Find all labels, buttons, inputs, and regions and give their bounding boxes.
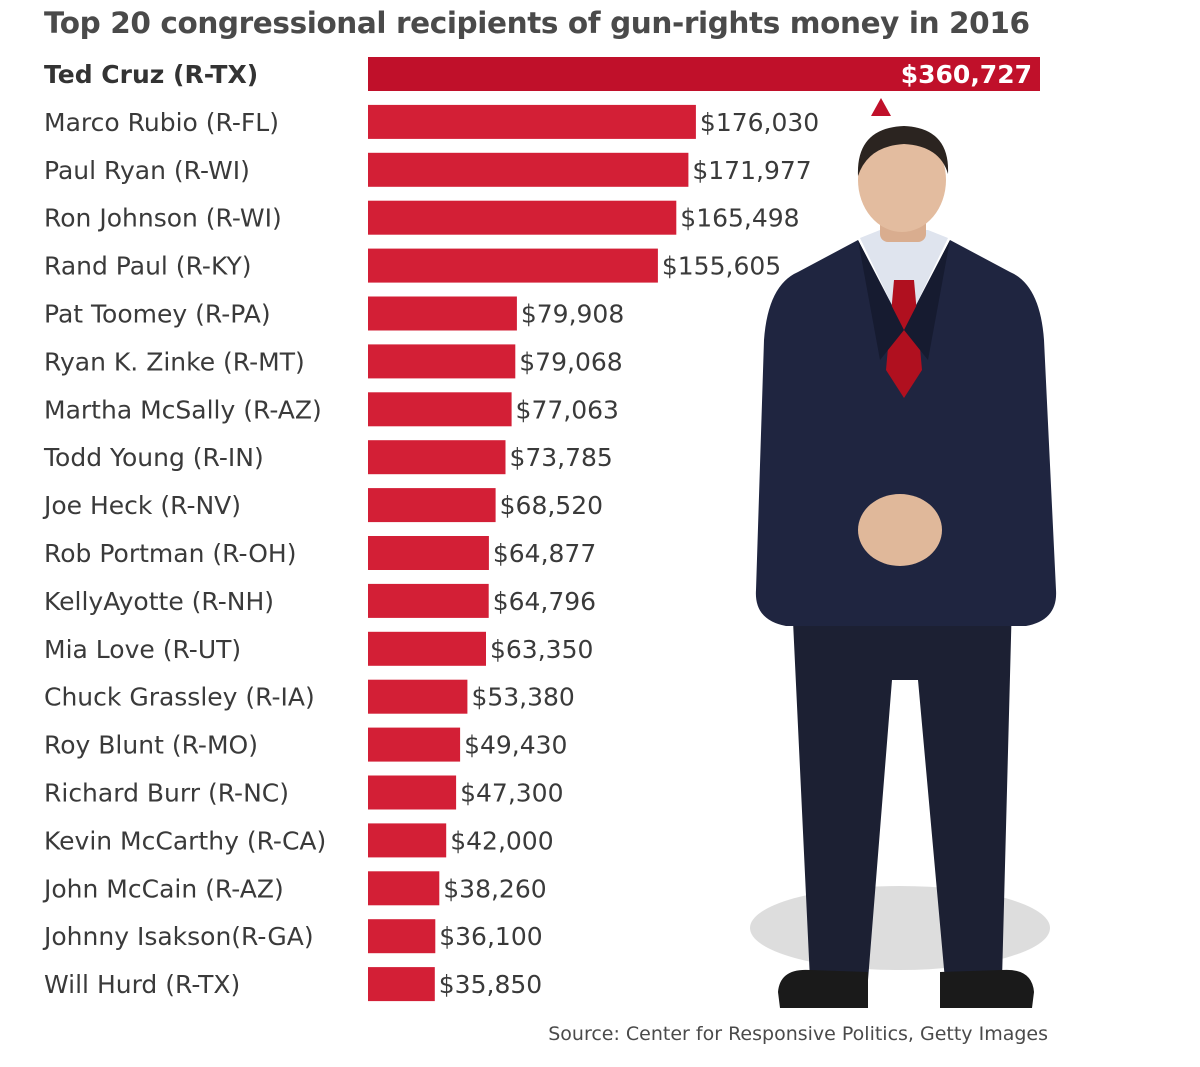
bar: [368, 57, 1040, 91]
category-label: Kevin McCarthy (R-CA): [44, 826, 326, 855]
bar: [368, 919, 436, 954]
source-note: Source: Center for Responsive Politics, …: [548, 1023, 1048, 1045]
photo-legs: [792, 600, 1012, 980]
chart-title: Top 20 congressional recipients of gun-r…: [44, 6, 1030, 40]
category-label: Rob Portman (R-OH): [44, 539, 296, 568]
bar: [368, 488, 496, 523]
category-label: Will Hurd (R-TX): [44, 970, 240, 999]
value-label: $38,260: [443, 874, 546, 903]
photo-hair: [857, 126, 949, 176]
bar: [368, 583, 489, 618]
person-photo: [750, 126, 1057, 1008]
photo-hands: [858, 494, 942, 566]
category-label: Rand Paul (R-KY): [44, 252, 251, 281]
bar: [368, 823, 447, 858]
bar: [368, 679, 468, 714]
bar: [368, 296, 517, 331]
bar: [368, 152, 689, 187]
value-label: $64,796: [493, 587, 596, 616]
category-label: Ron Johnson (R-WI): [44, 204, 282, 233]
bar: [368, 440, 506, 475]
bar: [368, 967, 435, 1002]
photo-shadow: [750, 886, 1050, 970]
category-label: KellyAyotte (R-NH): [44, 587, 274, 616]
bar: [368, 727, 461, 762]
bar: [368, 392, 512, 427]
value-label: $165,498: [680, 204, 799, 233]
category-label: Paul Ryan (R-WI): [44, 156, 250, 185]
bar: [368, 775, 457, 810]
value-label: $42,000: [450, 826, 553, 855]
photo-head: [858, 128, 946, 232]
value-label: $176,030: [700, 108, 819, 137]
category-label: Martha McSally (R-AZ): [44, 395, 322, 424]
value-label: $360,727: [901, 60, 1032, 89]
value-label: $79,068: [519, 347, 622, 376]
value-label: $63,350: [490, 635, 593, 664]
photo-lapels: [858, 240, 950, 360]
category-label: Marco Rubio (R-FL): [44, 108, 279, 137]
category-label: Pat Toomey (R-PA): [44, 300, 271, 329]
value-label: $79,908: [521, 300, 624, 329]
category-label: Ryan K. Zinke (R-MT): [44, 347, 305, 376]
photo-tie: [886, 280, 922, 398]
bar: [368, 536, 489, 570]
value-label: $171,977: [692, 156, 811, 185]
value-label: $68,520: [500, 491, 603, 520]
category-label: Mia Love (R-UT): [44, 635, 241, 664]
bars-layer: Ted Cruz (R-TX) $360,727 Marco Rubio (R-FL…: [42, 57, 1040, 1002]
category-label: Roy Blunt (R-MO): [44, 731, 258, 760]
bar: [368, 248, 658, 283]
value-label: $53,380: [471, 683, 574, 712]
value-label: $49,430: [464, 731, 567, 760]
value-label: $47,300: [460, 779, 563, 808]
value-label: $35,850: [439, 970, 542, 999]
bar: [368, 631, 486, 666]
bar: [368, 104, 696, 139]
category-label: Joe Heck (R-NV): [42, 491, 241, 520]
category-label: John McCain (R-AZ): [42, 874, 284, 903]
bar: [368, 200, 677, 235]
value-label: $73,785: [509, 443, 612, 472]
bar: [368, 871, 440, 906]
photo-jacket: [755, 240, 1057, 626]
value-label: $64,877: [493, 539, 596, 568]
category-label: Chuck Grassley (R-IA): [44, 683, 315, 712]
category-label: Johnny Isakson(R-GA): [42, 922, 314, 951]
category-label: Ted Cruz (R-TX): [44, 60, 258, 89]
value-label: $77,063: [516, 395, 619, 424]
bar: [368, 344, 516, 379]
category-label: Richard Burr (R-NC): [44, 779, 289, 808]
highlight-arrow: [871, 98, 891, 116]
category-label: Todd Young (R-IN): [43, 443, 264, 472]
value-label: $36,100: [439, 922, 542, 951]
photo-shoes: [778, 969, 1034, 1008]
value-label: $155,605: [662, 252, 781, 281]
